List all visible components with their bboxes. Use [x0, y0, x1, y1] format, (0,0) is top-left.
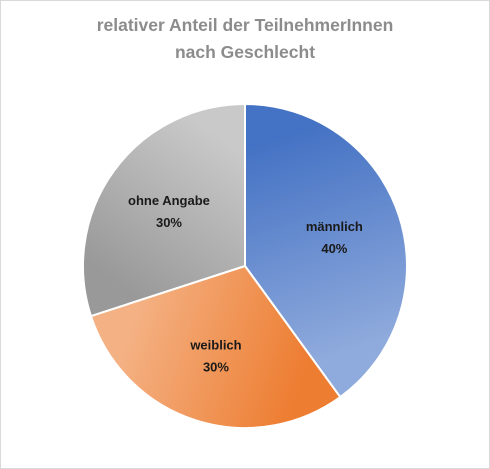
chart-title-line-1: relativer Anteil der TeilnehmerInnen: [96, 15, 394, 35]
slice-value-weiblich: 30%: [203, 359, 229, 374]
slice-value-ohne-angabe: 30%: [156, 215, 182, 230]
pie-slice-maennlich: [244, 102, 408, 399]
chart-title-line-2: nach Geschlecht: [174, 42, 316, 62]
pie-slice-ohne-angabe: [82, 102, 246, 318]
pie-slice-weiblich: [89, 264, 342, 429]
slice-label-weiblich: weiblich: [189, 337, 241, 352]
slice-label-maennlich: männlich: [306, 219, 363, 234]
slice-value-maennlich: 40%: [321, 241, 347, 256]
slice-label-ohne-angabe: ohne Angabe: [128, 193, 210, 208]
chart-title: relativer Anteil der TeilnehmerInnen nac…: [0, 12, 490, 66]
